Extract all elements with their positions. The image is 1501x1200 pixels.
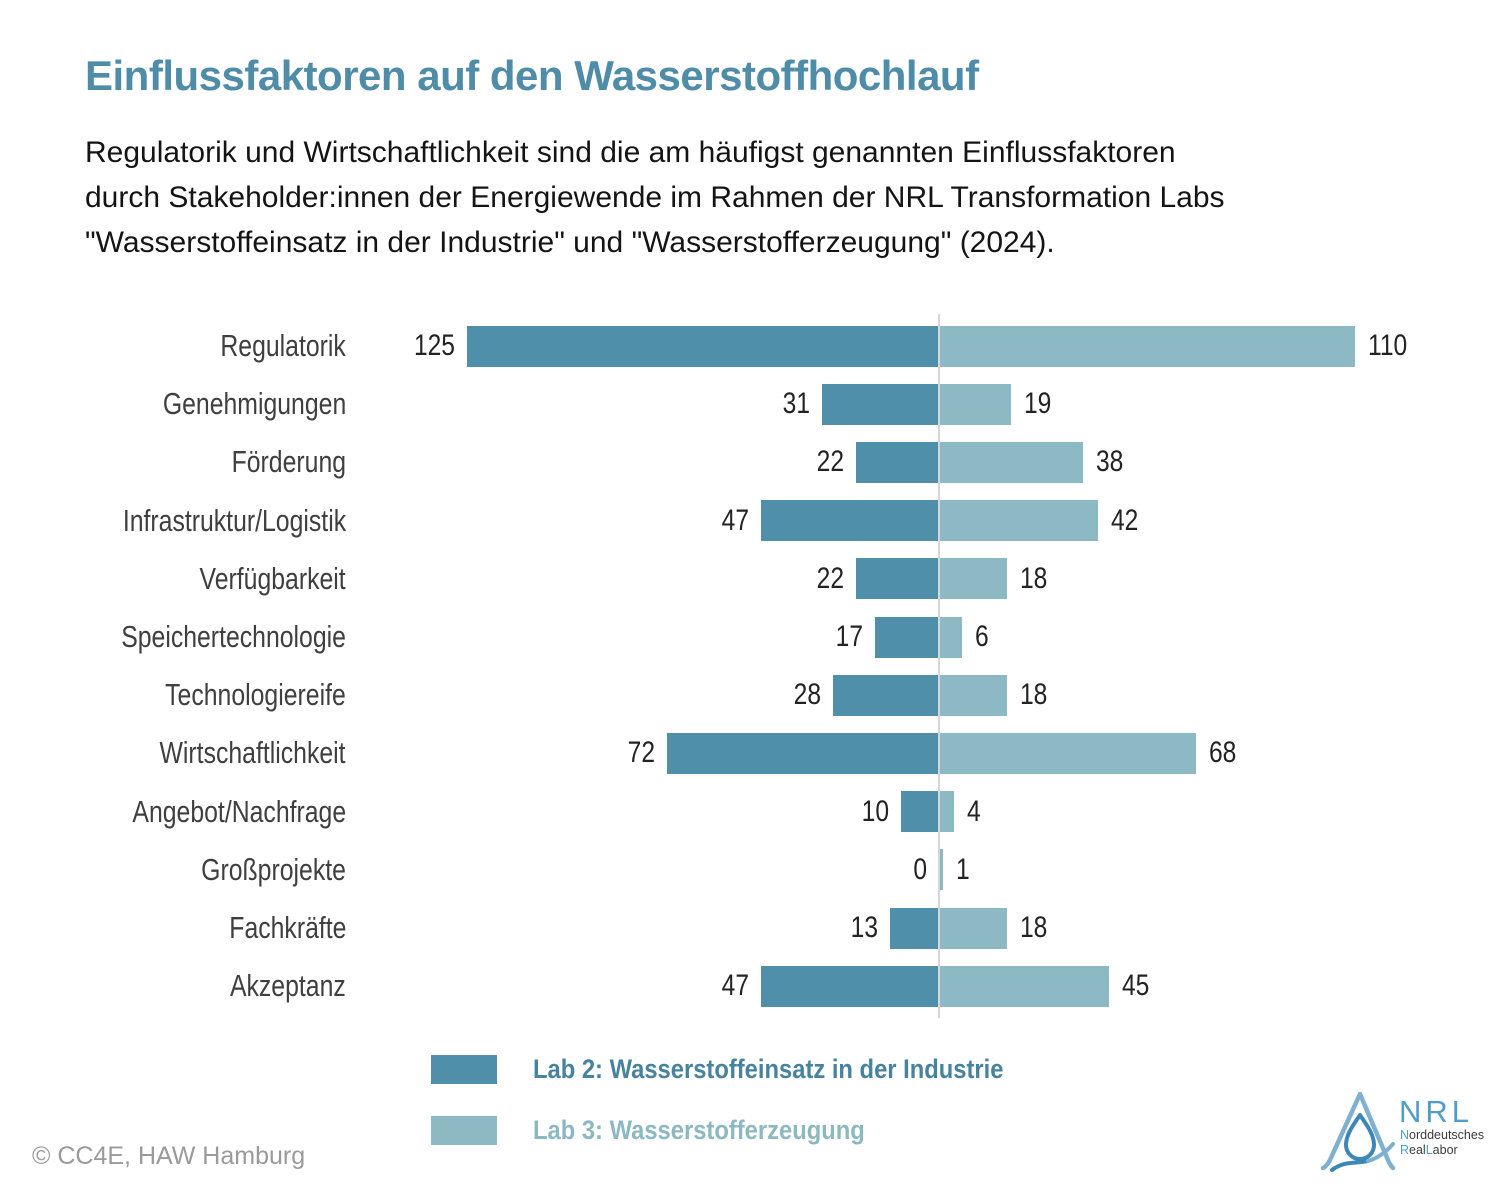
value-label-lab2: 17	[835, 620, 863, 653]
subtitle-line: "Wasserstoffeinsatz in der Industrie" un…	[85, 226, 1055, 259]
subtitle-line: Regulatorik und Wirtschaftlichkeit sind …	[85, 136, 1176, 169]
legend-item-lab2: Lab 2: Wasserstoffeinsatz in der Industr…	[431, 1054, 1068, 1084]
category-label: Speichertechnologie	[121, 619, 346, 654]
value-label-lab3: 6	[974, 620, 989, 653]
value-label-lab3: 1	[955, 852, 970, 886]
value-label-lab3: 38	[1095, 445, 1123, 479]
bar-lab2	[666, 732, 939, 774]
bar-lab2	[761, 500, 939, 542]
value-label-lab2: 22	[816, 445, 844, 479]
nrl-sub1: Norddeutsches	[1400, 1128, 1484, 1142]
value-label-lab3: 18	[1020, 911, 1048, 944]
bar-lab3	[939, 674, 1008, 716]
value-label-lab3: 68	[1209, 736, 1237, 770]
bar-lab3	[939, 907, 1008, 949]
bar-lab2	[855, 558, 939, 600]
category-label: Wirtschaftlichkeit	[159, 735, 346, 771]
bar-lab2	[821, 383, 939, 425]
bar-lab3	[939, 616, 962, 658]
value-label-lab2: 13	[850, 911, 878, 944]
bar-lab2	[889, 907, 939, 949]
legend-item-lab3: Lab 3: Wasserstofferzeugung	[431, 1115, 910, 1145]
legend-label-lab3: Lab 3: Wasserstofferzeugung	[533, 1114, 865, 1145]
bar-lab2	[761, 965, 939, 1007]
category-label: Verfügbarkeit	[199, 560, 346, 596]
category-label: Technologiereife	[165, 677, 346, 713]
nrl-sub2: RealLabor	[1400, 1143, 1458, 1157]
bar-lab2	[855, 441, 939, 483]
bar-lab3	[939, 441, 1083, 483]
value-label-lab3: 110	[1367, 329, 1408, 362]
legend-swatch-lab3	[431, 1115, 497, 1145]
bar-lab3	[939, 500, 1098, 542]
legend-swatch-lab2	[431, 1054, 497, 1084]
bar-lab3	[939, 732, 1197, 774]
value-label-lab3: 18	[1020, 678, 1048, 712]
category-label: Akzeptanz	[230, 968, 346, 1004]
value-label-lab2: 10	[861, 794, 890, 828]
category-label: Infrastruktur/Logistik	[122, 502, 346, 538]
center-axis-line	[938, 314, 940, 1018]
bar-lab3	[939, 558, 1008, 600]
value-label-lab3: 4	[967, 794, 981, 828]
bar-lab2	[901, 791, 939, 833]
value-label-lab3: 19	[1023, 387, 1052, 421]
bar-lab2	[466, 325, 939, 367]
bar-lab2	[874, 616, 939, 658]
value-label-lab2: 22	[816, 561, 844, 595]
nrl-logo: NRL Norddeutsches RealLabor	[1313, 1082, 1501, 1199]
value-label-lab2: 0	[913, 852, 927, 886]
copyright-text: © CC4E, HAW Hamburg	[32, 1142, 306, 1170]
value-label-lab3: 42	[1110, 503, 1139, 537]
value-label-lab2: 47	[721, 503, 750, 537]
value-label-lab2: 47	[721, 969, 750, 1003]
value-label-lab2: 72	[627, 736, 655, 770]
bar-lab2	[833, 674, 939, 716]
value-label-lab3: 45	[1122, 969, 1150, 1003]
legend-label-lab2: Lab 2: Wasserstoffeinsatz in der Industr…	[533, 1053, 1004, 1084]
bar-lab3	[939, 965, 1110, 1007]
bar-lab3	[939, 849, 943, 891]
category-label: Angebot/Nachfrage	[132, 793, 346, 829]
value-label-lab2: 28	[793, 678, 822, 712]
category-label: Großprojekte	[201, 851, 346, 887]
value-label-lab2: 31	[782, 387, 810, 421]
category-label: Genehmigungen	[162, 386, 346, 422]
value-label-lab2: 125	[413, 329, 455, 362]
page-title: Einflussfaktoren auf den Wasserstoffhoch…	[85, 52, 979, 99]
value-label-lab3: 18	[1020, 561, 1048, 595]
nrl-logo-mark-icon: NRL Norddeutsches RealLabor	[1320, 1091, 1484, 1172]
bar-lab3	[939, 325, 1355, 367]
bar-lab3	[939, 791, 955, 833]
nrl-acronym: NRL	[1399, 1094, 1473, 1129]
category-label: Regulatorik	[220, 328, 346, 363]
subtitle-line: durch Stakeholder:innen der Energiewende…	[85, 181, 1225, 214]
bar-lab3	[939, 383, 1011, 425]
category-label: Fachkräfte	[228, 910, 346, 945]
subtitle: Regulatorik und Wirtschaftlichkeit sind …	[85, 130, 1225, 265]
category-label: Förderung	[231, 444, 346, 480]
